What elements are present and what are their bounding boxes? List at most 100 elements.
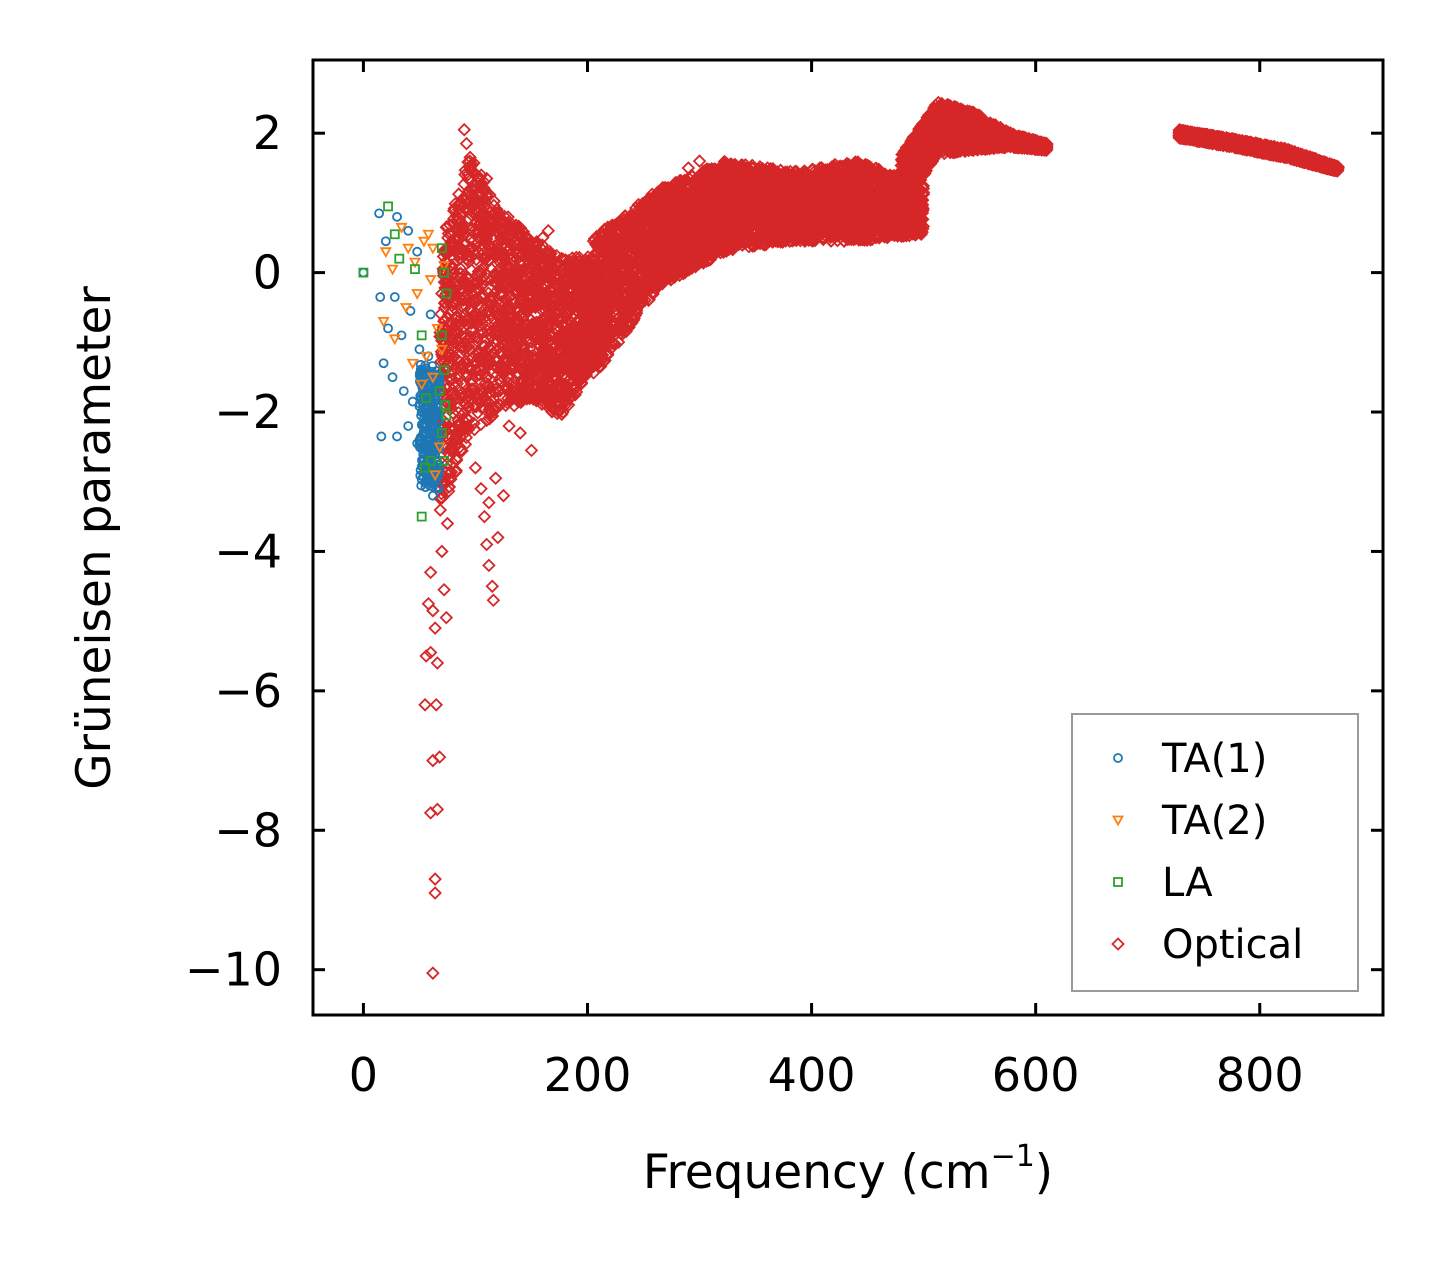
- point-optical-band0: [505, 380, 520, 394]
- point-optical-band0: [536, 260, 550, 275]
- point-optical-band0: [455, 340, 470, 355]
- point-optical-band0: [525, 319, 539, 333]
- point-optical-band0: [469, 346, 484, 360]
- point-optical-band0: [514, 319, 529, 334]
- point-optical-band0: [473, 265, 487, 279]
- point-optical-band0: [578, 325, 593, 340]
- point-optical-band0: [533, 367, 547, 382]
- point-optical-band0: [507, 296, 522, 310]
- point-optical-band0: [561, 258, 576, 273]
- point-optical-band0: [519, 230, 534, 244]
- point-optical-band0: [571, 281, 586, 295]
- point-optical-band0: [537, 340, 552, 354]
- point-optical-band0: [473, 209, 488, 223]
- point-optical-band0: [531, 336, 546, 351]
- point-optical-band0: [519, 385, 533, 400]
- point-optical-band0: [553, 329, 568, 343]
- point-optical-band0: [446, 344, 460, 359]
- point-optical-band0: [517, 288, 532, 302]
- point-optical-band0: [456, 343, 471, 357]
- point-optical-band0: [447, 350, 461, 365]
- point-optical-band0: [441, 480, 456, 494]
- point-optical-band0: [483, 356, 498, 371]
- point-optical-band0: [444, 235, 458, 249]
- point-optical-band0: [474, 417, 488, 432]
- point-optical-band0: [542, 288, 557, 302]
- point-optical-band0: [465, 200, 479, 214]
- point-optical-band0: [476, 339, 490, 353]
- point-optical-band0: [514, 362, 529, 376]
- point-optical-band0: [477, 311, 491, 326]
- point-optical-band0: [435, 491, 449, 505]
- point-optical-band0: [462, 279, 477, 294]
- point-optical-band0: [437, 296, 452, 311]
- point-optical-band0: [494, 277, 508, 291]
- point-optical-band0: [546, 273, 561, 288]
- point-optical-band0: [452, 215, 467, 229]
- point-optical-band0: [559, 393, 573, 407]
- point-optical-band0: [458, 421, 473, 436]
- point-optical-band0: [493, 252, 508, 266]
- point-optical-band0: [509, 318, 524, 333]
- point-optical-band0: [456, 191, 471, 205]
- point-optical-band0: [463, 163, 478, 177]
- point-optical-band0: [462, 212, 476, 226]
- point-optical-band0: [472, 382, 487, 397]
- point-optical-band0: [447, 431, 462, 446]
- point-optical-band0: [570, 372, 584, 386]
- point-optical-band0: [538, 365, 553, 380]
- point-optical-band0: [509, 352, 523, 366]
- point-optical-band0: [444, 430, 459, 444]
- series-optical: [418, 95, 1345, 980]
- point-optical-band0: [449, 325, 464, 340]
- data-layer: [358, 95, 1345, 980]
- point-optical-band0: [451, 310, 465, 324]
- point-optical-band0: [559, 353, 574, 367]
- point-optical-band0: [434, 307, 448, 321]
- point-optical-band0: [529, 265, 544, 280]
- point-optical-band0: [517, 340, 531, 355]
- point-optical-band0: [512, 312, 526, 327]
- point-optical-band0: [501, 381, 515, 396]
- point-optical-band0: [462, 160, 477, 174]
- point-optical-band0: [513, 254, 528, 268]
- point-optical-band0: [521, 296, 536, 311]
- point-optical-band0: [485, 324, 499, 339]
- point-optical-band0: [559, 291, 574, 306]
- point-optical-band0: [478, 339, 492, 353]
- point-optical-band0: [526, 348, 541, 362]
- point-optical-band0: [469, 291, 484, 306]
- point-optical-band0: [502, 321, 517, 335]
- point-optical-band0: [451, 405, 466, 420]
- point-optical-band0: [449, 452, 464, 466]
- point-optical-band0: [481, 394, 495, 409]
- point-optical-band0: [581, 289, 596, 304]
- point-optical-band0: [451, 202, 466, 217]
- point-optical-band0: [526, 323, 541, 338]
- point-optical-band0: [443, 466, 457, 480]
- point-optical-band0: [516, 338, 531, 353]
- point-optical-band0: [506, 345, 520, 360]
- point-optical-band0: [546, 313, 560, 327]
- point-optical-band0: [505, 331, 520, 346]
- point-optical-band0: [493, 364, 508, 378]
- point-optical-band0: [571, 268, 585, 283]
- point-optical-band0: [492, 297, 507, 312]
- point-optical-band0: [524, 374, 539, 389]
- point-optical-band0: [526, 392, 541, 406]
- point-optical-band0: [539, 320, 554, 335]
- point-optical-band0: [475, 208, 489, 223]
- point-optical-band0: [520, 351, 534, 366]
- point-optical-band0: [437, 275, 452, 290]
- point-optical-band0: [557, 295, 571, 310]
- point-optical-band0: [467, 330, 481, 344]
- point-optical-band0: [446, 212, 461, 226]
- point-optical-band0: [498, 215, 513, 230]
- point-optical-band0: [524, 234, 538, 249]
- point-optical-band0: [451, 413, 466, 428]
- point-optical-band0: [545, 404, 560, 419]
- point-optical-band0: [457, 177, 471, 191]
- point-optical-band0: [509, 275, 523, 290]
- point-optical-band0: [490, 326, 505, 340]
